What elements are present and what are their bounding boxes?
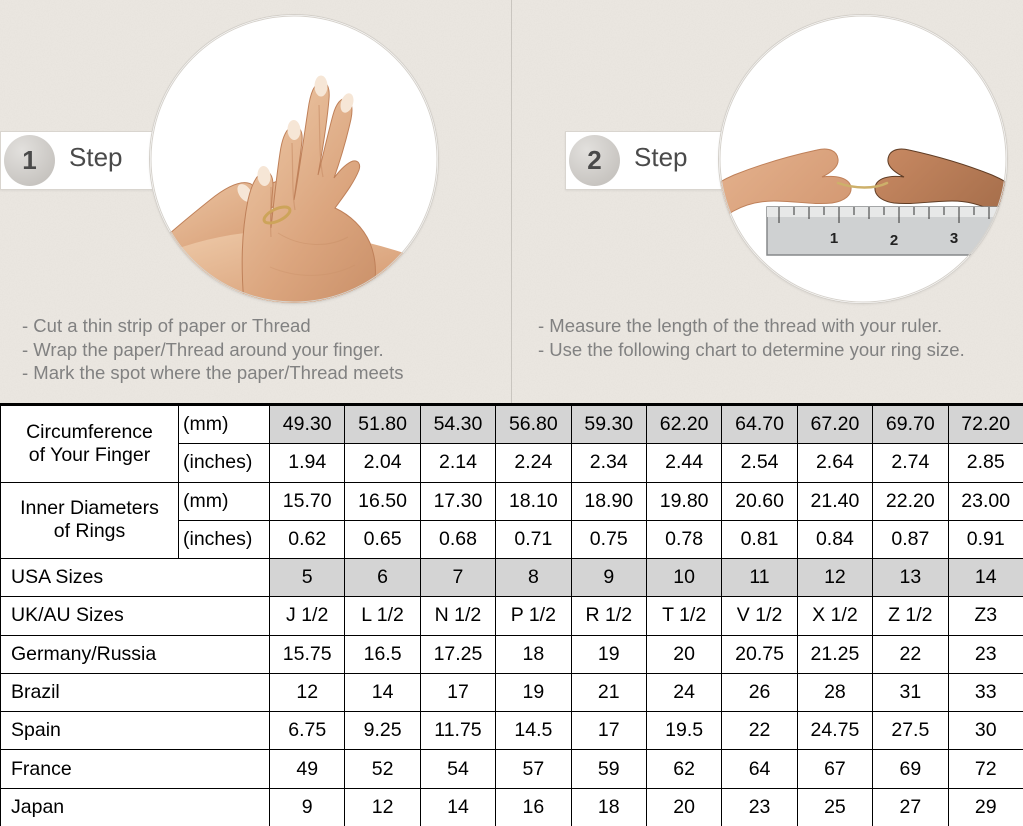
svg-text:2: 2 — [890, 232, 898, 249]
svg-text:3: 3 — [950, 230, 958, 247]
svg-text:1: 1 — [830, 230, 838, 247]
